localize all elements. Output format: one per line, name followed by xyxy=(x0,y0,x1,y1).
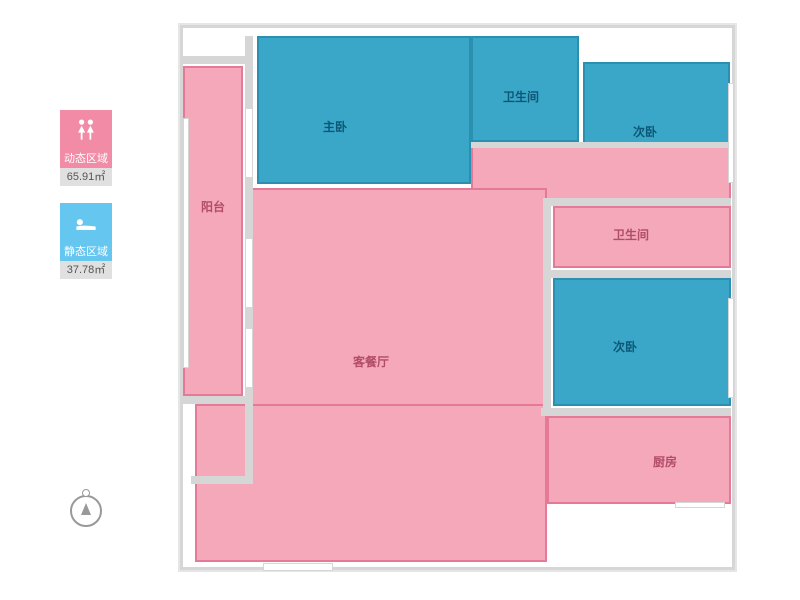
wall-8 xyxy=(191,476,253,484)
room-kitchen xyxy=(547,416,731,504)
people-icon xyxy=(60,110,112,150)
legend-dynamic: 动态区域 65.91㎡ xyxy=(60,110,112,186)
wall-7 xyxy=(541,408,731,416)
room-bath2 xyxy=(553,206,731,268)
opening-6 xyxy=(728,298,734,398)
legend-static-value: 37.78㎡ xyxy=(60,261,112,279)
sleep-icon xyxy=(60,203,112,243)
opening-4 xyxy=(183,118,189,368)
opening-0 xyxy=(245,108,253,178)
opening-3 xyxy=(263,563,333,571)
legend-static: 静态区域 37.78㎡ xyxy=(60,203,112,279)
opening-2 xyxy=(245,328,253,388)
opening-1 xyxy=(245,238,253,308)
room-bath1 xyxy=(471,36,579,142)
opening-5 xyxy=(728,83,734,183)
wall-3 xyxy=(471,142,731,148)
legend-dynamic-label: 动态区域 xyxy=(60,150,112,168)
floorplan-stage: 动态区域 65.91㎡ 静态区域 37.78㎡ 阳台主卧卫生间次卧卫生间次卧厨房… xyxy=(0,0,800,600)
room-balcony xyxy=(183,66,243,396)
wall-2 xyxy=(183,396,245,404)
wall-6 xyxy=(543,198,551,416)
compass-icon xyxy=(70,495,102,527)
room-bed2b xyxy=(553,278,731,406)
room-master xyxy=(257,36,471,184)
wall-4 xyxy=(543,198,731,206)
opening-7 xyxy=(675,502,725,508)
legend-dynamic-value: 65.91㎡ xyxy=(60,168,112,186)
wall-1 xyxy=(183,56,245,64)
wall-5 xyxy=(543,270,731,278)
floorplan-outer: 阳台主卧卫生间次卧卫生间次卧厨房客餐厅 xyxy=(180,25,735,570)
legend-static-label: 静态区域 xyxy=(60,243,112,261)
